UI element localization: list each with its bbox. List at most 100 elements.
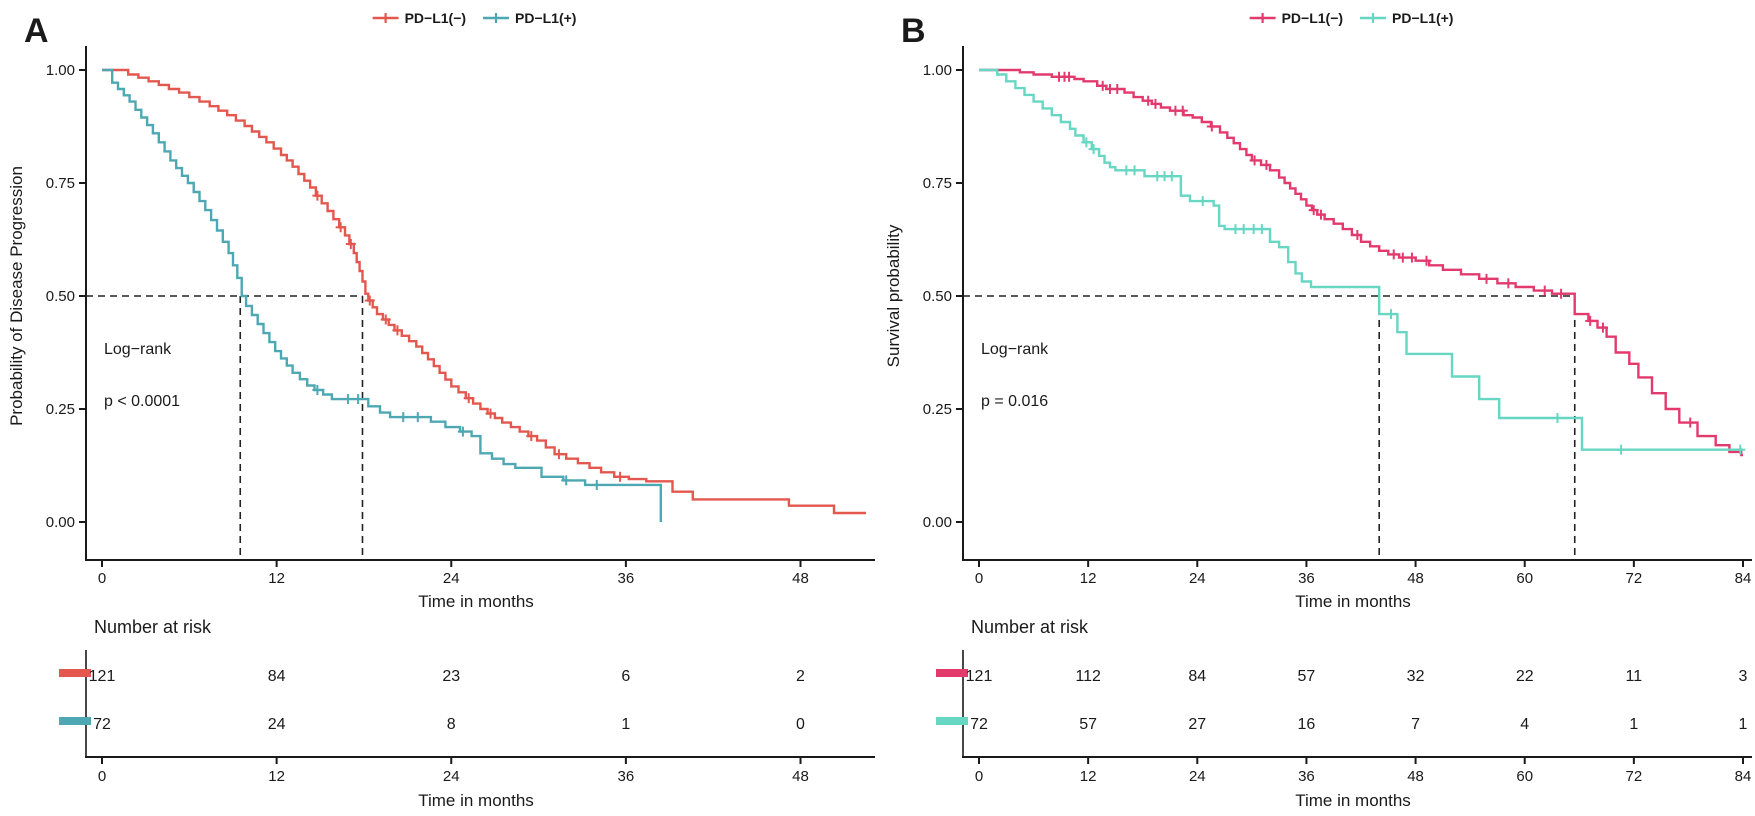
x-tick-label: 72 [1626, 768, 1643, 785]
risk-count: 23 [442, 668, 460, 685]
x-tick-label: 36 [618, 570, 635, 587]
panel-a-pfs: 1.00 0.75 0.50 0.25 0.00 0 12 24 36 48 Time in mon… [0, 0, 877, 816]
y-tick-label: 0.75 [46, 175, 75, 192]
risk-count: 121 [89, 668, 116, 685]
y-tick-label: 0.00 [923, 514, 952, 531]
risk-table-x-axis [962, 756, 1752, 764]
axes [79, 46, 875, 567]
risk-count: 1 [1739, 716, 1748, 733]
legend: PD−L1(−) PD−L1(+) [372, 10, 576, 26]
x-tick-label: 48 [792, 570, 809, 587]
risk-row-key-0 [59, 669, 91, 677]
risk-count: 32 [1407, 668, 1425, 685]
risk-row-key-1 [59, 717, 91, 725]
x-tick-label: 12 [268, 570, 285, 587]
x-tick-label: 60 [1516, 570, 1533, 587]
y-tick-label: 0.50 [923, 288, 952, 305]
censor-marks-pdl1-neg [312, 190, 626, 482]
risk-row-key-1 [936, 717, 968, 725]
x-tick-label: 36 [1298, 768, 1315, 785]
panel-letter: B [901, 12, 926, 50]
axes [956, 46, 1752, 567]
legend-label-pdl1-neg: PD−L1(−) [405, 10, 466, 26]
legend: PD−L1(−) PD−L1(+) [1249, 10, 1453, 26]
risk-count: 11 [1626, 668, 1643, 685]
y-axis-title: Survival probability [884, 224, 903, 367]
risk-count: 121 [966, 668, 993, 685]
y-tick-label: 0.00 [46, 514, 75, 531]
risk-count: 2 [796, 668, 805, 685]
risk-count: 22 [1516, 668, 1534, 685]
risk-count: 84 [1188, 668, 1206, 685]
censor-marks-pdl1-pos [312, 385, 602, 490]
risk-count: 0 [796, 716, 805, 733]
risk-count: 72 [970, 716, 988, 733]
risk-table-title: Number at risk [94, 617, 212, 637]
legend-label-pdl1-pos: PD−L1(+) [1392, 10, 1453, 26]
panel-b-os: 1.00 0.75 0.50 0.25 0.00 0 12 24 36 48 60 72 84 Time … [877, 0, 1754, 816]
x-tick-label: 0 [98, 570, 106, 587]
censor-marks-pdl1-neg [1054, 71, 1696, 428]
x-tick-label: 0 [975, 768, 983, 785]
risk-count: 4 [1520, 716, 1529, 733]
x-axis-title: Time in months [418, 791, 534, 810]
censor-marks-pdl1-pos [1081, 137, 1746, 455]
y-axis-title: Probability of Disease Progression [7, 166, 26, 426]
risk-count: 112 [1075, 668, 1101, 685]
km-curve-pdl1-pos [979, 68, 1743, 451]
risk-count: 27 [1188, 716, 1206, 733]
x-tick-label: 84 [1735, 570, 1752, 587]
km-curve-pdl1-neg [979, 68, 1743, 457]
x-tick-label: 24 [1189, 768, 1206, 785]
x-tick-label: 12 [268, 768, 285, 785]
km-curve-pdl1-neg [102, 68, 866, 515]
risk-count: 8 [447, 716, 456, 733]
x-tick-label: 36 [618, 768, 635, 785]
x-tick-label: 84 [1735, 768, 1752, 785]
x-tick-label: 36 [1298, 570, 1315, 587]
risk-count: 57 [1298, 668, 1316, 685]
panel-b-chart: 1.000.750.500.250.000 12 24 36 48 60 72 84Time … [884, 10, 1752, 810]
y-tick-label: 0.50 [46, 288, 75, 305]
risk-count: 1 [1629, 716, 1638, 733]
x-tick-label: 12 [1080, 768, 1097, 785]
x-tick-label: 48 [1407, 570, 1424, 587]
x-tick-label: 48 [792, 768, 809, 785]
x-tick-label: 0 [975, 570, 983, 587]
median-guide-lines [963, 295, 1576, 560]
y-tick-label: 1.00 [46, 62, 75, 79]
y-tick-label: 1.00 [923, 62, 952, 79]
risk-row-key-0 [936, 669, 968, 677]
x-tick-label: 60 [1516, 768, 1533, 785]
x-axis-title: Time in months [1295, 791, 1411, 810]
risk-count: 1 [621, 716, 630, 733]
x-axis-title: Time in months [418, 592, 534, 611]
median-guide-lines [86, 295, 364, 560]
x-tick-label: 72 [1626, 570, 1643, 587]
risk-count: 6 [621, 668, 630, 685]
risk-table-title: Number at risk [971, 617, 1089, 637]
y-tick-label: 0.75 [923, 175, 952, 192]
logrank-label: Log−rank [981, 341, 1049, 358]
risk-count: 16 [1298, 716, 1316, 733]
risk-count: 24 [268, 716, 286, 733]
x-tick-label: 0 [98, 768, 106, 785]
risk-count: 72 [93, 716, 111, 733]
risk-count: 3 [1739, 668, 1748, 685]
risk-table-x-axis [85, 756, 875, 764]
panel-letter: A [24, 12, 49, 50]
y-tick-label: 0.25 [923, 401, 952, 418]
x-tick-label: 48 [1407, 768, 1424, 785]
x-tick-label: 24 [443, 570, 460, 587]
logrank-label: Log−rank [104, 341, 172, 358]
x-tick-label: 12 [1080, 570, 1097, 587]
p-value-label: p < 0.0001 [104, 393, 180, 410]
x-axis-title: Time in months [1295, 592, 1411, 611]
x-tick-label: 24 [1189, 570, 1206, 587]
legend-label-pdl1-pos: PD−L1(+) [515, 10, 576, 26]
risk-count: 7 [1411, 716, 1420, 733]
y-tick-label: 0.25 [46, 401, 75, 418]
legend-label-pdl1-neg: PD−L1(−) [1282, 10, 1343, 26]
